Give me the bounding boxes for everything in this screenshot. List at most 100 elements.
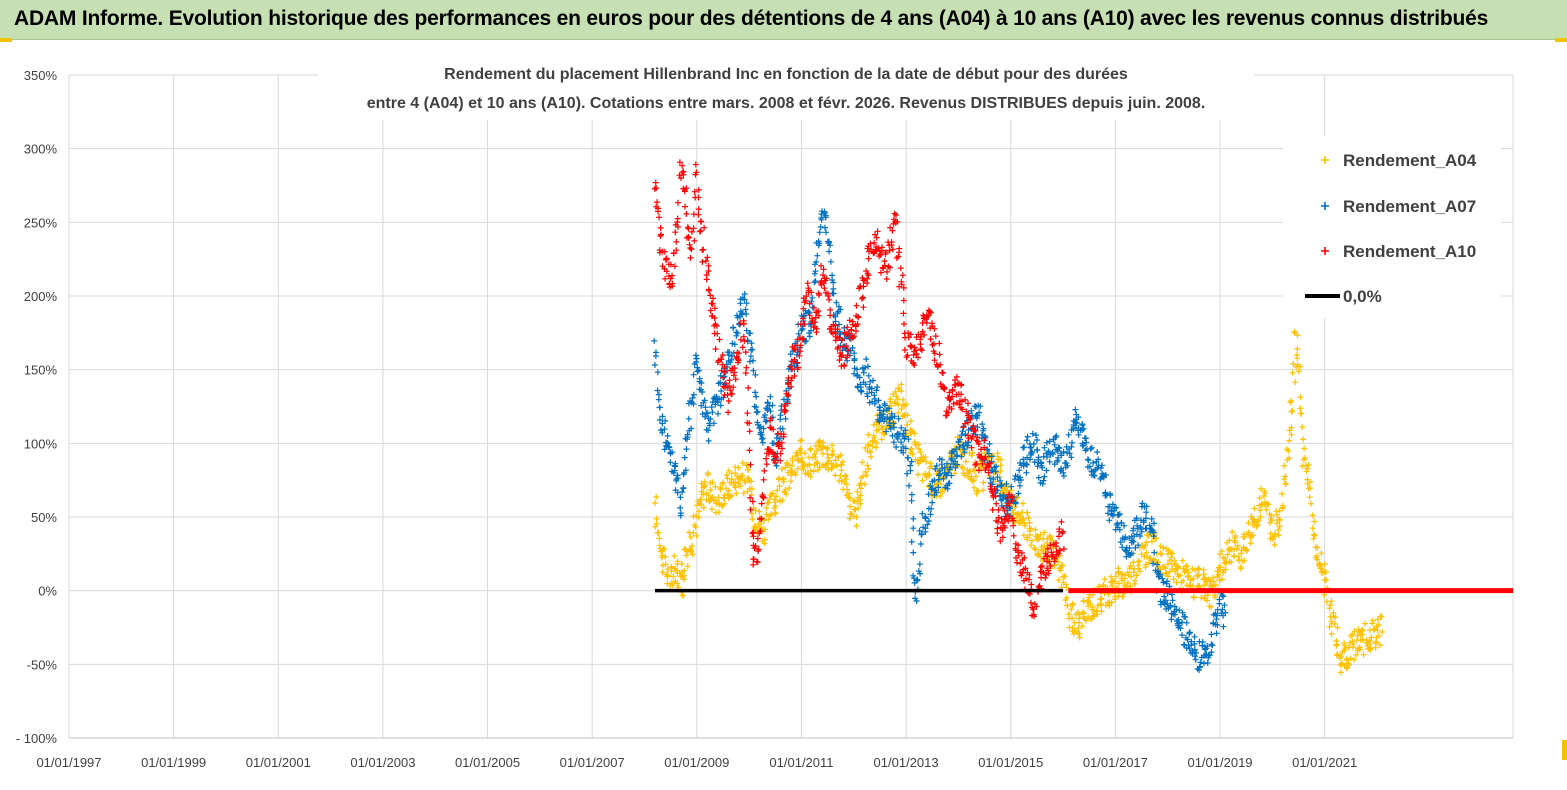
data-point-Rendement_A04 [1228, 559, 1235, 566]
data-point-Rendement_A10 [745, 384, 752, 391]
data-point-Rendement_A04 [1372, 640, 1379, 647]
data-point-Rendement_A07 [924, 521, 931, 528]
data-point-Rendement_A04 [709, 493, 716, 500]
data-point-Rendement_A04 [674, 558, 681, 565]
data-point-Rendement_A10 [985, 464, 992, 471]
data-point-Rendement_A10 [1044, 545, 1051, 552]
data-point-Rendement_A07 [779, 425, 786, 432]
data-point-Rendement_A07 [1177, 625, 1184, 632]
data-point-Rendement_A07 [922, 513, 929, 520]
data-point-Rendement_A07 [759, 439, 766, 446]
data-point-Rendement_A04 [789, 462, 795, 469]
data-point-Rendement_A04 [1222, 566, 1229, 573]
data-point-Rendement_A10 [661, 248, 668, 255]
data-point-Rendement_A10 [713, 322, 720, 329]
data-point-Rendement_A04 [1218, 548, 1225, 555]
data-point-Rendement_A10 [670, 250, 677, 257]
data-point-Rendement_A07 [714, 399, 721, 406]
data-point-Rendement_A04 [1289, 369, 1296, 376]
y-tick-label: 50% [31, 510, 57, 525]
data-point-Rendement_A04 [839, 458, 846, 465]
data-point-Rendement_A10 [687, 254, 694, 261]
x-tick-label: 01/01/2007 [560, 755, 625, 770]
data-point-Rendement_A10 [749, 530, 756, 537]
data-point-Rendement_A04 [850, 513, 857, 520]
data-point-Rendement_A10 [691, 237, 698, 244]
data-point-Rendement_A07 [1160, 579, 1167, 586]
legend-item-a04[interactable]: Rendement_A04 [1321, 151, 1477, 170]
data-point-Rendement_A04 [850, 497, 857, 504]
data-point-Rendement_A07 [701, 397, 708, 404]
data-point-Rendement_A07 [1044, 454, 1050, 460]
data-point-Rendement_A04 [1304, 465, 1311, 472]
data-point-Rendement_A04 [794, 465, 801, 472]
data-point-Rendement_A04 [1219, 569, 1226, 576]
data-point-Rendement_A04 [748, 486, 755, 492]
data-point-Rendement_A10 [1017, 560, 1024, 567]
data-point-Rendement_A10 [972, 427, 979, 434]
data-point-Rendement_A04 [1108, 599, 1115, 606]
data-point-Rendement_A10 [1015, 552, 1022, 559]
data-point-Rendement_A07 [754, 408, 761, 415]
data-point-Rendement_A10 [913, 350, 920, 357]
data-point-Rendement_A04 [717, 486, 724, 493]
data-point-Rendement_A10 [754, 559, 761, 566]
data-point-Rendement_A10 [744, 410, 751, 417]
data-point-Rendement_A10 [792, 346, 799, 353]
data-point-Rendement_A07 [677, 494, 684, 501]
data-point-Rendement_A04 [690, 529, 697, 536]
data-point-Rendement_A04 [1010, 509, 1017, 516]
data-point-Rendement_A07 [1168, 616, 1175, 623]
data-point-Rendement_A07 [948, 455, 955, 462]
data-point-Rendement_A04 [800, 466, 807, 473]
data-point-Rendement_A10 [891, 210, 898, 217]
legend-item-zero-line[interactable]: 0,0% [1305, 287, 1382, 306]
data-point-Rendement_A04 [1303, 468, 1310, 475]
data-point-Rendement_A07 [837, 306, 844, 313]
legend-item-a10[interactable]: Rendement_A10 [1321, 242, 1476, 261]
data-point-Rendement_A07 [727, 359, 734, 366]
data-point-Rendement_A04 [1326, 623, 1333, 630]
data-point-Rendement_A04 [917, 449, 924, 456]
data-point-Rendement_A04 [1201, 582, 1208, 589]
data-point-Rendement_A07 [766, 403, 773, 409]
data-point-Rendement_A10 [653, 185, 660, 192]
data-point-Rendement_A10 [1051, 558, 1058, 565]
data-point-Rendement_A10 [746, 428, 753, 435]
data-point-Rendement_A04 [814, 447, 820, 454]
data-point-Rendement_A07 [1027, 444, 1034, 451]
data-point-Rendement_A07 [890, 439, 897, 446]
data-point-Rendement_A10 [900, 297, 907, 304]
data-point-Rendement_A10 [683, 185, 690, 192]
data-point-Rendement_A07 [683, 446, 690, 453]
data-point-Rendement_A10 [815, 290, 822, 297]
data-point-Rendement_A10 [1015, 542, 1022, 549]
data-point-Rendement_A04 [1270, 533, 1277, 540]
legend-marker-a10 [1321, 247, 1329, 255]
data-point-Rendement_A04 [927, 460, 934, 467]
data-point-Rendement_A07 [910, 515, 917, 522]
data-point-Rendement_A10 [917, 346, 924, 352]
data-point-Rendement_A10 [972, 461, 979, 468]
data-point-Rendement_A04 [968, 452, 975, 459]
data-point-Rendement_A07 [782, 415, 789, 422]
legend-item-a07[interactable]: Rendement_A07 [1321, 197, 1476, 216]
data-point-Rendement_A07 [1155, 568, 1161, 574]
data-point-Rendement_A10 [729, 365, 736, 372]
y-tick-label: 200% [24, 289, 58, 304]
data-point-Rendement_A04 [1022, 522, 1029, 529]
data-point-Rendement_A10 [946, 389, 953, 396]
data-point-Rendement_A10 [844, 324, 851, 331]
data-point-Rendement_A07 [917, 541, 924, 547]
data-point-Rendement_A04 [1128, 573, 1135, 580]
data-point-Rendement_A07 [1024, 461, 1031, 468]
data-point-Rendement_A04 [792, 453, 799, 460]
data-point-Rendement_A04 [1279, 505, 1286, 512]
data-point-Rendement_A07 [1183, 619, 1190, 626]
data-point-Rendement_A10 [778, 439, 785, 446]
data-point-Rendement_A10 [709, 300, 716, 307]
data-point-Rendement_A10 [771, 451, 778, 458]
legend-label-a07: Rendement_A07 [1343, 197, 1476, 216]
data-point-Rendement_A04 [745, 466, 751, 473]
data-point-Rendement_A10 [844, 347, 851, 354]
